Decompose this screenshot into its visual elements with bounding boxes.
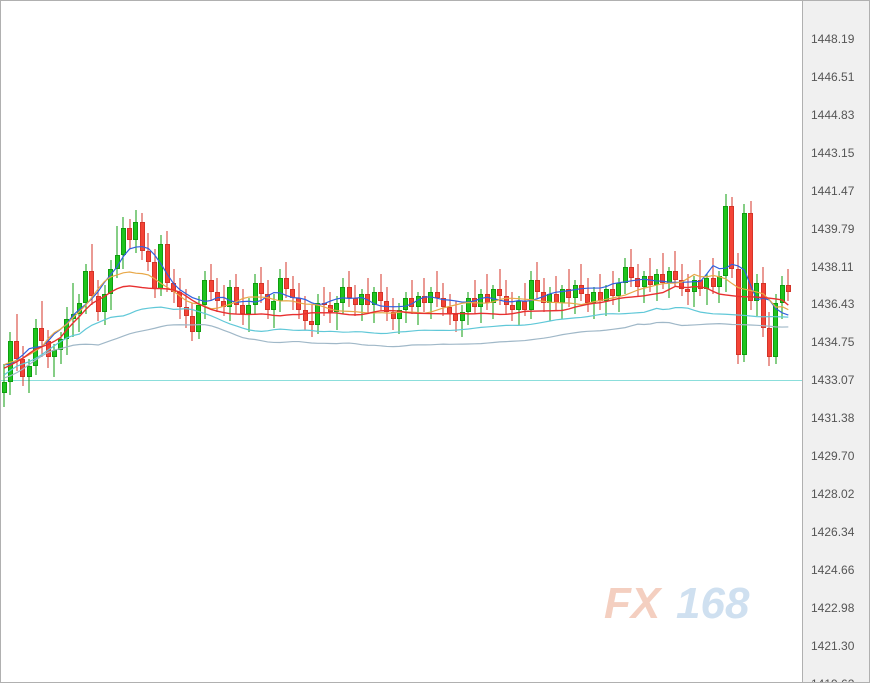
yaxis-label: 1434.75: [811, 335, 854, 349]
support-line: [1, 380, 804, 381]
yaxis-label: 1448.19: [811, 32, 854, 46]
yaxis-label: 1424.66: [811, 563, 854, 577]
yaxis-label: 1421.30: [811, 639, 854, 653]
plot-area[interactable]: [1, 1, 804, 683]
yaxis-label: 1436.43: [811, 297, 854, 311]
ma-line-MA1: [4, 247, 788, 365]
yaxis-label: 1422.98: [811, 601, 854, 615]
yaxis-label: 1426.34: [811, 525, 854, 539]
yaxis-label: 1438.11: [811, 260, 854, 274]
yaxis-label: 1428.02: [811, 487, 854, 501]
y-axis: 1448.19 1446.51 1444.83 1443.15 1441.47 1439.…: [802, 1, 869, 683]
yaxis-label: 1439.79: [811, 222, 854, 236]
ma-line-MA5: [4, 322, 788, 378]
yaxis-label: 1443.15: [811, 146, 854, 160]
yaxis-label: 1446.51: [811, 70, 854, 84]
yaxis-label: 1429.70: [811, 449, 854, 463]
yaxis-label: 1433.07: [811, 373, 854, 387]
yaxis-label: 1419.62: [811, 677, 854, 683]
yaxis-label: 1431.38: [811, 411, 854, 425]
ma-line-MA3: [4, 286, 788, 368]
ma-overlay: [1, 1, 804, 683]
candlestick-chart[interactable]: 1448.19 1446.51 1444.83 1443.15 1441.47 1439.…: [0, 0, 870, 683]
yaxis-label: 1441.47: [811, 184, 854, 198]
yaxis-label: 1444.83: [811, 108, 854, 122]
